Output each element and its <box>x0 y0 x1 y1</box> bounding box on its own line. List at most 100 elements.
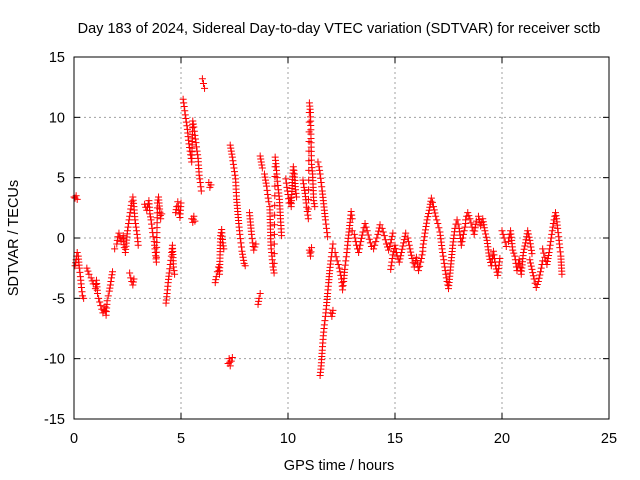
data-point <box>158 210 166 218</box>
data-point <box>470 230 478 238</box>
data-point <box>539 245 547 253</box>
data-point <box>87 274 95 282</box>
chart-title: Day 183 of 2024, Sidereal Day-to-day VTE… <box>78 21 601 37</box>
data-point <box>106 284 114 292</box>
axis-ticks: 0 5 10 15 20 25 -15 -10 -5 0 5 10 15 <box>44 50 617 447</box>
data-point <box>316 166 324 174</box>
data-point <box>257 155 265 163</box>
data-point <box>314 158 322 166</box>
data-point <box>109 268 117 276</box>
data-point <box>80 294 88 302</box>
data-point <box>381 236 389 244</box>
data-point <box>252 240 260 248</box>
data-point <box>328 312 336 320</box>
data-point <box>184 136 192 144</box>
data-point <box>207 181 215 189</box>
data-point <box>545 248 553 256</box>
data-point <box>548 227 556 235</box>
data-point <box>278 232 286 240</box>
data-point <box>401 232 409 240</box>
data-point <box>125 216 133 224</box>
data-point <box>132 223 140 231</box>
data-point <box>85 270 93 278</box>
data-point <box>195 171 203 179</box>
data-point <box>126 269 134 277</box>
data-point <box>348 227 356 235</box>
data-point <box>226 141 234 149</box>
data-point <box>527 243 535 251</box>
data-point <box>332 253 340 261</box>
data-point <box>334 261 342 269</box>
data-point <box>421 226 429 234</box>
data-point <box>480 224 488 232</box>
data-point <box>271 182 279 190</box>
data-point <box>391 241 399 249</box>
data-point <box>439 248 447 256</box>
data-point <box>417 255 425 263</box>
data-point <box>544 255 552 263</box>
data-point <box>441 267 449 275</box>
data-point <box>111 245 119 253</box>
data-point <box>287 198 295 206</box>
data-point <box>335 264 343 272</box>
data-point <box>230 164 238 172</box>
data-point <box>357 238 365 246</box>
data-point <box>166 265 174 273</box>
data-point <box>226 358 234 366</box>
data-point <box>250 246 258 254</box>
data-point <box>408 255 416 263</box>
data-point <box>413 257 421 265</box>
data-point <box>348 211 356 219</box>
data-point <box>459 234 467 242</box>
data-point <box>300 180 308 188</box>
data-point <box>331 248 339 256</box>
data-point <box>404 234 412 242</box>
data-point <box>414 263 422 271</box>
data-point <box>228 153 236 161</box>
data-point <box>467 219 475 227</box>
data-point <box>554 229 562 237</box>
data-point <box>547 234 555 242</box>
data-point <box>540 249 548 257</box>
data-point <box>460 227 468 235</box>
data-point <box>211 279 219 287</box>
data-point <box>316 170 324 178</box>
data-point <box>261 173 269 181</box>
data-point <box>96 298 104 306</box>
data-point <box>419 244 427 252</box>
data-point <box>170 267 178 275</box>
data-point <box>520 245 528 253</box>
data-point <box>229 160 237 168</box>
data-point <box>442 274 450 282</box>
data-point <box>387 265 395 273</box>
data-point <box>479 215 487 223</box>
data-point <box>365 235 373 243</box>
data-point <box>321 216 329 224</box>
data-point <box>308 244 316 252</box>
data-point <box>292 189 300 197</box>
data-point <box>461 223 469 231</box>
data-point <box>536 271 544 279</box>
data-point <box>400 236 408 244</box>
data-point <box>482 230 490 238</box>
data-point <box>146 210 154 218</box>
data-point <box>127 274 135 282</box>
data-point <box>379 228 387 236</box>
data-point <box>282 179 290 187</box>
data-point <box>526 240 534 248</box>
data-point <box>304 215 312 223</box>
data-point <box>546 245 554 253</box>
data-point <box>509 246 517 254</box>
data-point <box>465 212 473 220</box>
x-tick-label: 20 <box>494 431 510 447</box>
data-point <box>412 253 420 261</box>
data-point <box>388 258 396 266</box>
data-point <box>482 233 490 241</box>
data-point <box>285 195 293 203</box>
data-point <box>422 223 430 231</box>
data-point <box>198 75 206 83</box>
data-point <box>303 203 311 211</box>
data-point <box>304 205 312 213</box>
data-point <box>212 276 220 284</box>
